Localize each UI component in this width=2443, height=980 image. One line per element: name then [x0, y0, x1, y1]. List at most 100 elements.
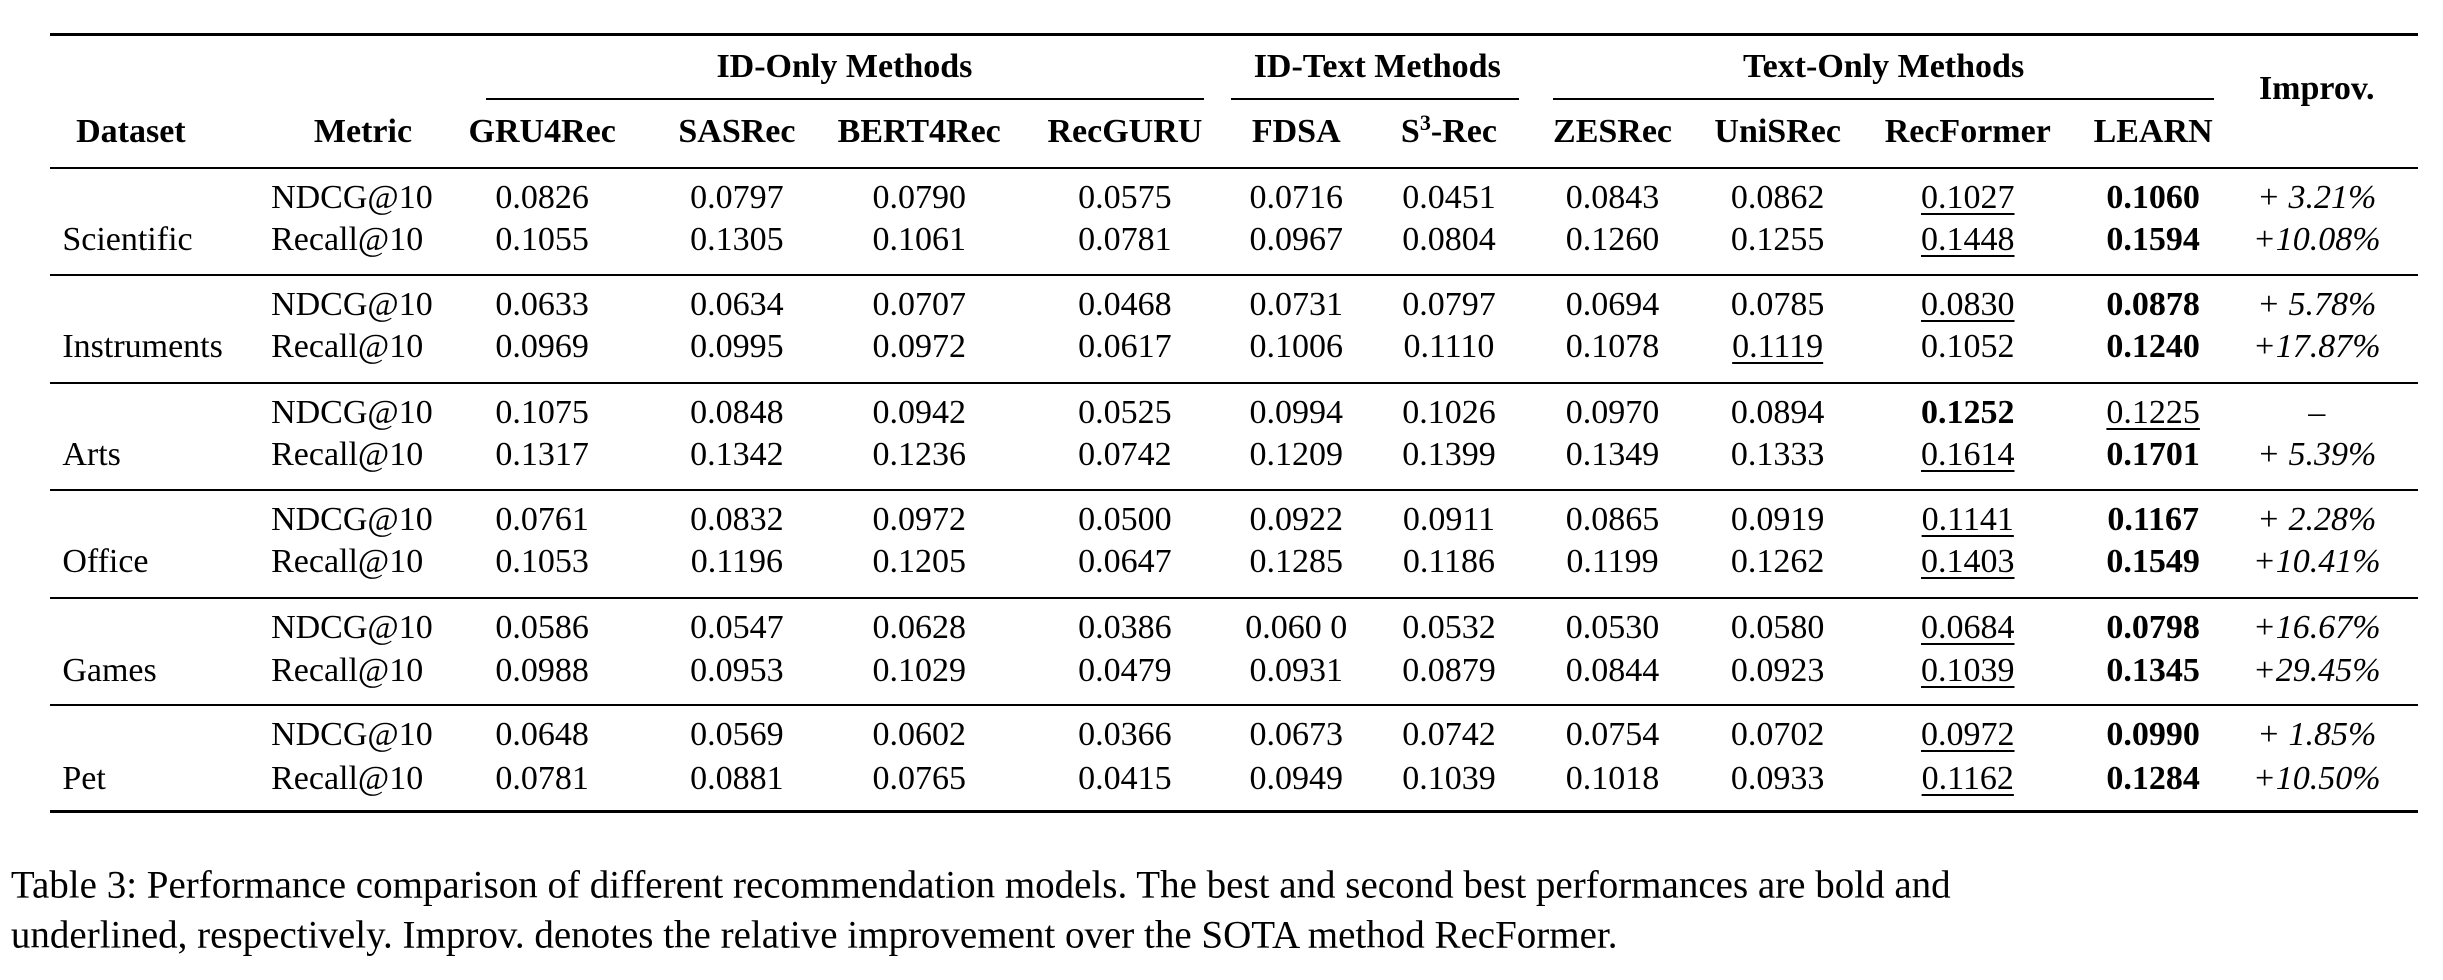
cell-value: 0.0525	[1078, 393, 1172, 431]
cell-value: 0.1018	[1565, 760, 1660, 797]
cell-value: 0.1252	[1921, 393, 2015, 431]
cell-value: 0.0826	[495, 178, 589, 216]
cell-value: 0.060 0	[1245, 608, 1348, 646]
cell-value: 0.1225	[2106, 393, 2200, 431]
metric-name: NDCG@10	[271, 501, 433, 539]
metric-name: Recall@10	[271, 760, 424, 797]
metric-name: Recall@10	[271, 220, 424, 258]
cell-value: 0.0879	[1402, 652, 1496, 690]
header-part: -Rec	[1430, 113, 1497, 151]
cell-value: 0.0742	[1402, 716, 1496, 754]
cell-value: 0.1039	[1402, 760, 1496, 797]
cell-value: 0.0797	[1402, 286, 1496, 324]
cell-value: 0.1342	[690, 435, 784, 473]
cell-value: 0.1167	[2107, 501, 2199, 539]
rule	[1553, 98, 2214, 100]
cell-value: 0.0933	[1730, 760, 1825, 797]
column-header: SASRec	[678, 113, 796, 151]
column-header: BERT4Rec	[837, 113, 1001, 151]
column-header: GRU4Rec	[468, 113, 616, 151]
cell-value: 0.0994	[1249, 393, 1344, 431]
cell-value: 0.1549	[2106, 543, 2200, 581]
header-part: 3	[1419, 110, 1431, 136]
caption-line: underlined, respectively. Improv. denote…	[10, 913, 1618, 957]
cell-value: 0.1262	[1730, 543, 1825, 581]
cell-value: 0.1260	[1565, 220, 1660, 258]
rule	[49, 167, 2418, 170]
cell-value: 0.0781	[495, 760, 589, 797]
cell-value: 0.0843	[1565, 178, 1660, 216]
cell-value: 0.1060	[2106, 178, 2200, 216]
dataset-name: Pet	[62, 760, 106, 797]
cell-value: 0.0967	[1249, 220, 1344, 258]
rule	[1230, 98, 1520, 100]
cell-value: 0.1701	[2106, 435, 2200, 473]
cell-value: 0.1284	[2106, 760, 2200, 797]
cell-value: 0.0911	[1402, 501, 1496, 539]
rule	[49, 704, 2418, 707]
cell-value: 0.1199	[1566, 543, 1659, 581]
cell-value: 0.0995	[690, 328, 784, 366]
dataset-name: Scientific	[62, 220, 193, 258]
cell-value: 0.0781	[1078, 220, 1172, 258]
cell-value: 0.0881	[690, 760, 784, 797]
cell-value: 0.0647	[1078, 543, 1172, 581]
cell-value: 0.1075	[495, 393, 589, 431]
dataset-name: Arts	[62, 435, 121, 473]
rule	[486, 98, 1205, 100]
improvement: +10.08%	[2252, 220, 2381, 258]
cell-value: 0.0923	[1730, 652, 1825, 690]
column-header: UniSRec	[1714, 113, 1841, 151]
cell-value: 0.1186	[1402, 543, 1496, 581]
improvement: + 3.21%	[2257, 178, 2377, 216]
metric-name: NDCG@10	[271, 716, 433, 754]
cell-value: 0.0931	[1249, 652, 1344, 690]
cell-value: 0.1039	[1921, 652, 2015, 690]
improvement: +29.45%	[2252, 652, 2381, 690]
metric-name: NDCG@10	[271, 178, 433, 216]
metric-name: NDCG@10	[271, 393, 433, 431]
improvement: + 1.85%	[2257, 716, 2377, 754]
cell-value: 0.0386	[1078, 608, 1172, 646]
cell-value: 0.0580	[1730, 608, 1825, 646]
group-header: Text-Only Methods	[1743, 47, 2025, 85]
cell-value: 0.0797	[690, 178, 784, 216]
metric-name: NDCG@10	[271, 608, 433, 646]
cell-value: 0.0742	[1078, 435, 1172, 473]
cell-value: 0.0628	[872, 608, 966, 646]
cell-value: 0.0862	[1730, 178, 1825, 216]
cell-value: 0.0922	[1249, 501, 1344, 539]
cell-value: 0.0990	[2106, 716, 2200, 754]
cell-value: 0.1029	[872, 652, 966, 690]
cell-value: 0.1448	[1921, 220, 2015, 258]
cell-value: 0.0949	[1249, 760, 1344, 797]
cell-value: 0.0972	[1921, 716, 2015, 754]
cell-value: 0.0586	[495, 608, 589, 646]
cell-value: 0.0532	[1402, 608, 1496, 646]
metric-name: NDCG@10	[271, 286, 433, 324]
cell-value: 0.1614	[1921, 435, 2015, 473]
cell-value: 0.0731	[1249, 286, 1344, 324]
cell-value: 0.0785	[1730, 286, 1825, 324]
cell-value: 0.0972	[872, 501, 966, 539]
metric-name: Recall@10	[271, 435, 424, 473]
rule	[49, 596, 2418, 599]
cell-value: 0.0530	[1565, 608, 1660, 646]
cell-value: 0.1594	[2106, 220, 2200, 258]
cell-value: 0.1162	[1921, 760, 2014, 797]
rule	[49, 489, 2418, 492]
cell-value: 0.1055	[495, 220, 589, 258]
improvement: +10.50%	[2252, 760, 2381, 797]
cell-value: 0.0684	[1921, 608, 2015, 646]
column-header: Dataset	[76, 113, 186, 151]
cell-value: 0.0569	[690, 716, 784, 754]
cell-value: 0.0575	[1078, 178, 1172, 216]
cell-value: 0.0716	[1249, 178, 1344, 216]
cell-value: 0.0702	[1730, 716, 1825, 754]
column-header: Improv.	[2258, 69, 2375, 107]
cell-value: 0.1236	[872, 435, 966, 473]
cell-value: 0.0894	[1730, 393, 1825, 431]
cell-value: 0.1349	[1565, 435, 1660, 473]
cell-value: 0.0754	[1565, 716, 1660, 754]
